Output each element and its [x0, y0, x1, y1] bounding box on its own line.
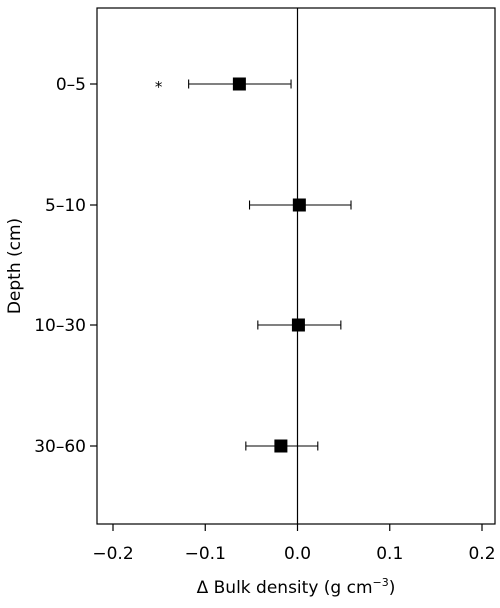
x-tick-label: −0.2: [92, 544, 133, 564]
y-tick-label: 0–5: [56, 75, 86, 95]
x-tick-label: 0.1: [376, 544, 403, 564]
x-tick-label: 0.0: [284, 544, 311, 564]
y-axis: 0–5 5–10 10–30 30–60: [34, 75, 97, 457]
plot-frame: [96, 7, 496, 525]
data-points: *: [155, 77, 352, 453]
y-tick-label: 10–30: [34, 316, 86, 336]
y-axis-title: Depth (cm): [5, 218, 25, 314]
x-axis: −0.2 −0.1 0.0 0.1 0.2: [92, 524, 496, 564]
y-tick-label: 30–60: [34, 437, 86, 457]
data-point-marker: [292, 198, 306, 212]
data-point-marker: [274, 439, 288, 453]
significance-annotation: *: [155, 78, 163, 96]
x-tick-label: −0.1: [185, 544, 226, 564]
x-axis-title: Δ Bulk density (g cm−3): [197, 576, 396, 598]
y-tick-label: 5–10: [45, 196, 86, 216]
data-point-marker: [232, 77, 246, 91]
data-point-marker: [291, 318, 305, 332]
x-tick-label: 0.2: [468, 544, 495, 564]
